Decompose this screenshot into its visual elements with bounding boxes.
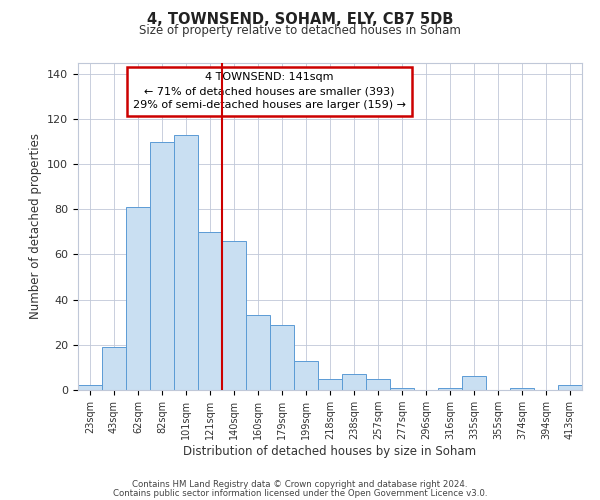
Bar bbox=[342, 374, 366, 390]
Bar bbox=[294, 360, 318, 390]
Text: Size of property relative to detached houses in Soham: Size of property relative to detached ho… bbox=[139, 24, 461, 37]
Bar bbox=[390, 388, 414, 390]
Bar bbox=[318, 378, 342, 390]
Bar bbox=[78, 386, 102, 390]
Y-axis label: Number of detached properties: Number of detached properties bbox=[29, 133, 41, 320]
Bar bbox=[246, 316, 270, 390]
Bar bbox=[558, 386, 582, 390]
Bar bbox=[126, 207, 150, 390]
Bar bbox=[222, 241, 246, 390]
Bar bbox=[366, 378, 390, 390]
Text: 4, TOWNSEND, SOHAM, ELY, CB7 5DB: 4, TOWNSEND, SOHAM, ELY, CB7 5DB bbox=[147, 12, 453, 28]
Bar bbox=[438, 388, 462, 390]
Text: Contains public sector information licensed under the Open Government Licence v3: Contains public sector information licen… bbox=[113, 488, 487, 498]
Bar bbox=[270, 324, 294, 390]
Bar bbox=[150, 142, 174, 390]
Bar bbox=[510, 388, 534, 390]
Bar bbox=[174, 135, 198, 390]
Text: Contains HM Land Registry data © Crown copyright and database right 2024.: Contains HM Land Registry data © Crown c… bbox=[132, 480, 468, 489]
Text: 4 TOWNSEND: 141sqm
← 71% of detached houses are smaller (393)
29% of semi-detach: 4 TOWNSEND: 141sqm ← 71% of detached hou… bbox=[133, 72, 406, 110]
Bar bbox=[102, 347, 126, 390]
Bar bbox=[198, 232, 222, 390]
Bar bbox=[462, 376, 486, 390]
X-axis label: Distribution of detached houses by size in Soham: Distribution of detached houses by size … bbox=[184, 445, 476, 458]
